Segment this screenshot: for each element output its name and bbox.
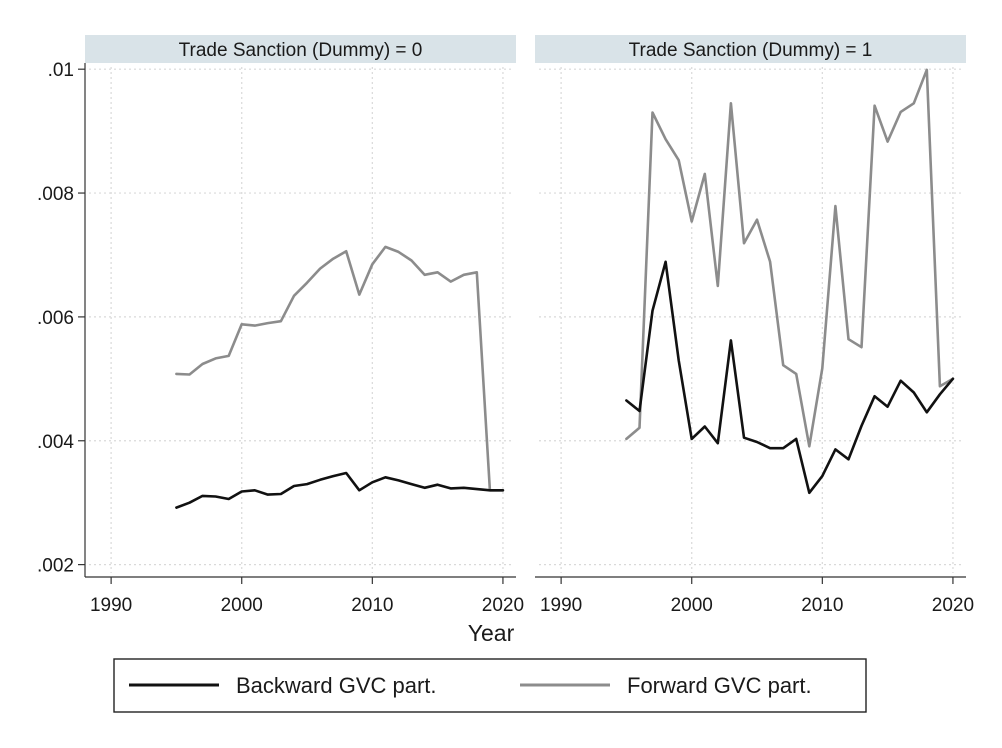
x-tick-label: 1990 — [540, 595, 582, 616]
legend-box — [113, 658, 867, 713]
x-tick-label: 2000 — [671, 595, 713, 616]
series-line-backward — [625, 260, 955, 495]
x-tick-label: 2020 — [932, 595, 974, 616]
panel-sanction-0: Trade Sanction (Dummy) = 0 .002 .004 .006 .0… — [37, 35, 524, 616]
panel-strip — [535, 35, 966, 63]
x-tick-label: 2020 — [482, 595, 524, 616]
y-tick-label: .004 — [37, 432, 74, 453]
x-tick-label: 2010 — [351, 595, 393, 616]
series-line-forward — [175, 245, 505, 492]
y-tick-label: .002 — [37, 556, 74, 577]
series-line-forward — [625, 68, 955, 448]
y-tick-label: .01 — [48, 60, 74, 81]
legend: Backward GVC part. Forward GVC part. — [113, 658, 867, 713]
x-tick-label: 2000 — [221, 595, 263, 616]
legend-label-backward: Backward GVC part. — [236, 673, 437, 698]
x-tick-label: 2010 — [801, 595, 843, 616]
x-tick-label: 1990 — [90, 595, 132, 616]
y-tick-label: .006 — [37, 308, 74, 329]
panel-title: Trade Sanction (Dummy) = 1 — [629, 40, 873, 61]
panel-sanction-1: Trade Sanction (Dummy) = 1 1990 2000 2010 20… — [535, 35, 974, 616]
panel-title: Trade Sanction (Dummy) = 0 — [179, 40, 423, 61]
x-axis-title: Year — [468, 620, 515, 646]
legend-label-forward: Forward GVC part. — [627, 673, 812, 698]
series-line-backward — [175, 471, 505, 509]
panel-strip — [85, 35, 516, 63]
y-tick-label: .008 — [37, 184, 74, 205]
